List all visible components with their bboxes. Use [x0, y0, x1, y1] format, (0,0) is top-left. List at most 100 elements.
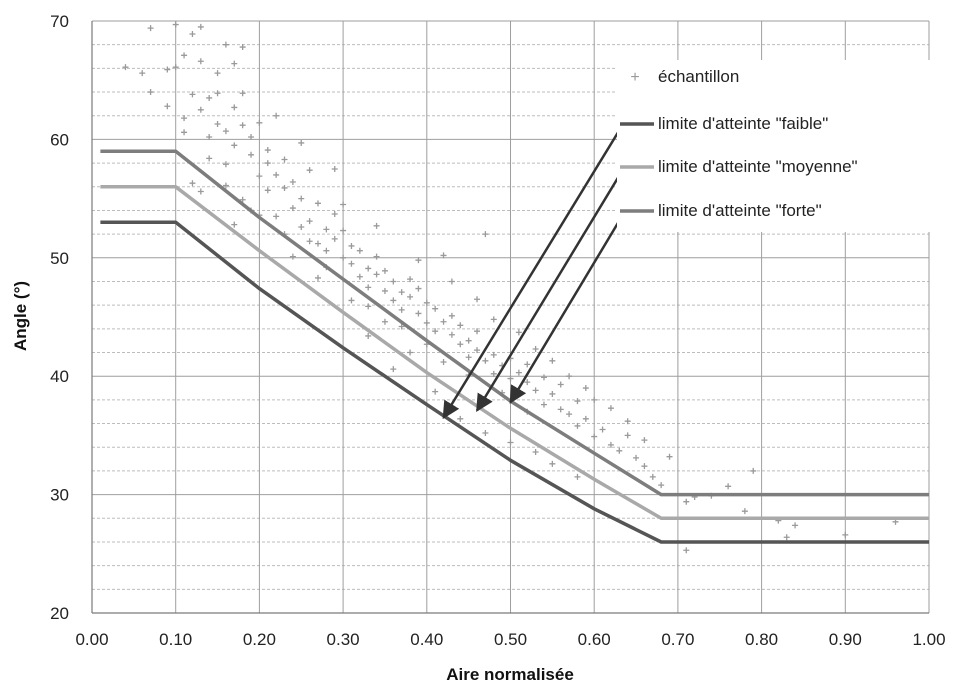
sample-point — [348, 242, 355, 249]
legend-background — [617, 60, 937, 232]
sample-point — [641, 463, 648, 470]
sample-point — [231, 104, 238, 111]
sample-point — [340, 201, 347, 208]
sample-point — [231, 60, 238, 67]
x-tick-label: 0.50 — [494, 630, 527, 649]
sample-point — [440, 252, 447, 259]
sample-point — [582, 385, 589, 392]
sample-point — [549, 390, 556, 397]
sample-point — [164, 103, 171, 110]
sample-point — [549, 460, 556, 467]
sample-point — [197, 23, 204, 30]
y-tick-label: 50 — [50, 249, 69, 268]
sample-point — [273, 112, 280, 119]
axes — [91, 21, 929, 614]
sample-point — [239, 90, 246, 97]
sample-point — [474, 296, 481, 303]
legend-label-sample: échantillon — [658, 67, 739, 86]
sample-point — [365, 265, 372, 272]
sample-point — [181, 52, 188, 59]
sample-point — [222, 161, 229, 168]
sample-point — [641, 437, 648, 444]
sample-point — [222, 41, 229, 48]
sample-point — [607, 405, 614, 412]
sample-point — [239, 196, 246, 203]
annotation-arrow-moyenne — [475, 154, 633, 413]
sample-point — [423, 299, 430, 306]
sample-point — [239, 122, 246, 129]
sample-point — [465, 337, 472, 344]
sample-point — [381, 318, 388, 325]
sample-point — [390, 366, 397, 373]
sample-point — [532, 448, 539, 455]
sample-point — [633, 454, 640, 461]
x-tick-label: 0.60 — [578, 630, 611, 649]
sample-point — [206, 155, 213, 162]
sample-point — [306, 238, 313, 245]
sample-point — [189, 180, 196, 187]
sample-point — [323, 226, 330, 233]
sample-point — [373, 253, 380, 260]
sample-point — [281, 184, 288, 191]
legend-item-faible: limite d'atteinte "faible" — [620, 114, 828, 133]
sample-point — [365, 303, 372, 310]
sample-point — [683, 547, 690, 554]
sample-point — [206, 94, 213, 101]
sample-point — [432, 328, 439, 335]
sample-point — [348, 297, 355, 304]
sample-point — [365, 284, 372, 291]
sample-point — [415, 285, 422, 292]
sample-point — [557, 381, 564, 388]
sample-point — [448, 312, 455, 319]
sample-point — [122, 64, 129, 71]
x-tick-labels: 0.00 0.10 0.20 0.30 0.40 0.50 0.60 0.70 0.80 0.90… — [75, 630, 945, 649]
sample-point — [264, 147, 271, 154]
sample-point — [206, 134, 213, 141]
y-axis-title: Angle (°) — [11, 281, 30, 351]
sample-point — [289, 253, 296, 260]
x-tick-label: 0.80 — [745, 630, 778, 649]
sample-point — [222, 128, 229, 135]
sample-point — [281, 156, 288, 163]
sample-point — [306, 167, 313, 174]
sample-point — [783, 534, 790, 541]
sample-point — [139, 70, 146, 77]
sample-point — [273, 213, 280, 220]
sample-point — [356, 247, 363, 254]
sample-point — [306, 218, 313, 225]
sample-point — [172, 21, 179, 28]
x-tick-label: 0.30 — [327, 630, 360, 649]
sample-point — [340, 254, 347, 261]
sample-point — [515, 369, 522, 376]
sample-point — [566, 373, 573, 380]
sample-point — [373, 222, 380, 229]
sample-point — [273, 171, 280, 178]
y-tick-label: 30 — [50, 486, 69, 505]
sample-point — [314, 274, 321, 281]
sample-point — [390, 297, 397, 304]
annotation-arrows — [442, 109, 633, 420]
sample-point — [474, 347, 481, 354]
limit-line-faible — [100, 220, 929, 544]
legend-item-sample: + échantillon — [630, 67, 739, 86]
sample-point — [164, 66, 171, 73]
sample-point — [231, 142, 238, 149]
sample-point — [298, 224, 305, 231]
sample-point — [239, 44, 246, 51]
annotation-arrow-faible — [442, 109, 633, 420]
sample-point — [474, 328, 481, 335]
sample-point — [407, 276, 414, 283]
sample-point — [566, 411, 573, 418]
sample-point — [256, 119, 263, 126]
sample-point — [222, 182, 229, 189]
sample-point — [407, 293, 414, 300]
sample-point — [649, 473, 656, 480]
sample-point — [398, 323, 405, 330]
sample-point — [189, 31, 196, 38]
sample-point — [549, 357, 556, 364]
sample-point — [591, 396, 598, 403]
sample-point — [415, 310, 422, 317]
sample-point — [264, 160, 271, 167]
sample-point — [256, 173, 263, 180]
sample-scatter-points — [122, 21, 899, 554]
